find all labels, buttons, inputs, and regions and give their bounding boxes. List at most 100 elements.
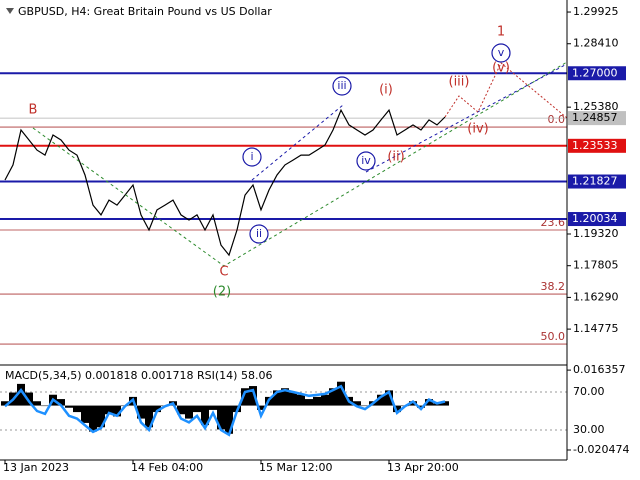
- wave-label: (iv): [467, 122, 488, 137]
- wave-label: i: [250, 150, 253, 163]
- macd-bar: [281, 388, 289, 406]
- wave-label: B: [29, 103, 38, 118]
- macd-bar: [193, 405, 201, 413]
- level-box: [568, 111, 626, 126]
- y-tick-label: -0.020474: [573, 443, 629, 456]
- wave-label: (2): [213, 285, 231, 300]
- wave-circle: [356, 151, 376, 171]
- y-tick-label: 1.14775: [573, 322, 619, 335]
- wave-label: v: [498, 46, 505, 59]
- macd-bar: [337, 381, 345, 406]
- wave-label: (v): [492, 61, 510, 76]
- y2-tick-label: 70.00: [573, 385, 605, 398]
- macd-bar: [41, 405, 49, 407]
- wave-label: 1: [497, 25, 505, 40]
- macd-bar: [225, 405, 233, 434]
- level-label: 1.23533: [572, 139, 618, 152]
- macd-bar: [241, 388, 249, 406]
- macd-bar: [321, 394, 329, 406]
- macd-bar: [185, 405, 193, 419]
- macd-bar: [425, 399, 433, 406]
- fib-label: 50.0: [541, 330, 566, 343]
- macd-bar: [329, 388, 337, 406]
- macd-bar: [97, 405, 105, 428]
- level-label: 1.20034: [572, 212, 618, 225]
- wave-label: (iii): [449, 75, 470, 90]
- macd-bar: [33, 401, 41, 406]
- level-label: 1.27000: [572, 66, 618, 79]
- macd-bar: [57, 399, 65, 406]
- macd-bar: [1, 401, 9, 406]
- level-box: [568, 66, 626, 81]
- macd-bar: [417, 405, 425, 408]
- wave-label: ii: [256, 227, 262, 240]
- macd-bar: [177, 405, 185, 415]
- macd-bar: [89, 405, 97, 432]
- x-tick-label: 13 Apr 20:00: [387, 461, 459, 474]
- forecast-path: [444, 62, 568, 119]
- macd-bar: [201, 405, 209, 426]
- blue-channel: [365, 64, 566, 173]
- wave-circle: [242, 147, 262, 167]
- green-trend: [32, 61, 568, 267]
- fib-label: 0.0: [548, 113, 566, 126]
- macd-bar: [25, 392, 33, 406]
- level-box: [568, 174, 626, 189]
- wave-circle: [332, 76, 352, 96]
- wave-circle: [249, 224, 269, 244]
- wave-label: iv: [361, 154, 371, 167]
- level-box: [568, 212, 626, 227]
- macd-bar: [153, 405, 161, 413]
- x-tick-label: 14 Feb 04:00: [131, 461, 203, 474]
- fib-label: 23.6: [541, 216, 566, 229]
- macd-bar: [17, 383, 25, 406]
- y2-tick-label: 30.00: [573, 423, 605, 436]
- level-label: 1.24857: [572, 111, 618, 124]
- y-tick-label: 1.17805: [573, 259, 619, 272]
- macd-bar: [217, 405, 225, 430]
- macd-bar: [305, 399, 313, 406]
- macd-bar: [385, 390, 393, 406]
- fib-label: 38.2: [541, 280, 566, 293]
- macd-bar: [441, 401, 449, 406]
- macd-bar: [393, 405, 401, 413]
- level-label: 1.21827: [572, 175, 618, 188]
- wave-label: iii: [337, 79, 346, 92]
- rsi-line: [4, 384, 446, 437]
- macd-bar: [353, 401, 361, 406]
- macd-bar: [113, 405, 121, 417]
- macd-bar: [81, 405, 89, 423]
- wave-label: C: [219, 265, 228, 280]
- macd-bar: [361, 405, 369, 407]
- indicator-title: MACD(5,34,5) 0.001818 0.001718 RSI(14) 5…: [5, 369, 272, 382]
- price-line: [4, 108, 446, 257]
- macd-bar: [257, 405, 265, 410]
- macd-bar: [297, 394, 305, 406]
- macd-bar: [137, 405, 145, 419]
- plot: 1.29925 1.28410 1.25380 1.19320 1.17805 1.162…: [0, 5, 619, 437]
- y-tick-label: 1.29925: [573, 5, 619, 18]
- macd-bar: [145, 405, 153, 428]
- macd-bar: [313, 396, 321, 406]
- chart-title: GBPUSD, H4: Great Britain Pound vs US Do…: [18, 5, 272, 18]
- macd-bar: [273, 390, 281, 406]
- macd-bar: [409, 401, 417, 406]
- y-tick-label: 1.28410: [573, 37, 619, 50]
- x-tick-label: 13 Jan 2023: [3, 461, 69, 474]
- y-tick-label: 1.16290: [573, 290, 619, 303]
- macd-bar: [65, 405, 73, 408]
- wave-label: (i): [379, 83, 393, 98]
- macd-bar: [209, 405, 217, 410]
- macd-bar: [377, 394, 385, 406]
- macd-bar: [289, 392, 297, 406]
- macd-bar: [73, 405, 81, 413]
- y-tick-label: 1.25380: [573, 100, 619, 113]
- y-tick-label: 0.016357: [573, 363, 626, 376]
- y-tick-label: 1.19320: [573, 227, 619, 240]
- blue-channel: [251, 104, 344, 181]
- wave-circle: [491, 43, 511, 63]
- macd-bar: [249, 386, 257, 406]
- level-box: [568, 138, 626, 153]
- macd-bar: [105, 405, 113, 415]
